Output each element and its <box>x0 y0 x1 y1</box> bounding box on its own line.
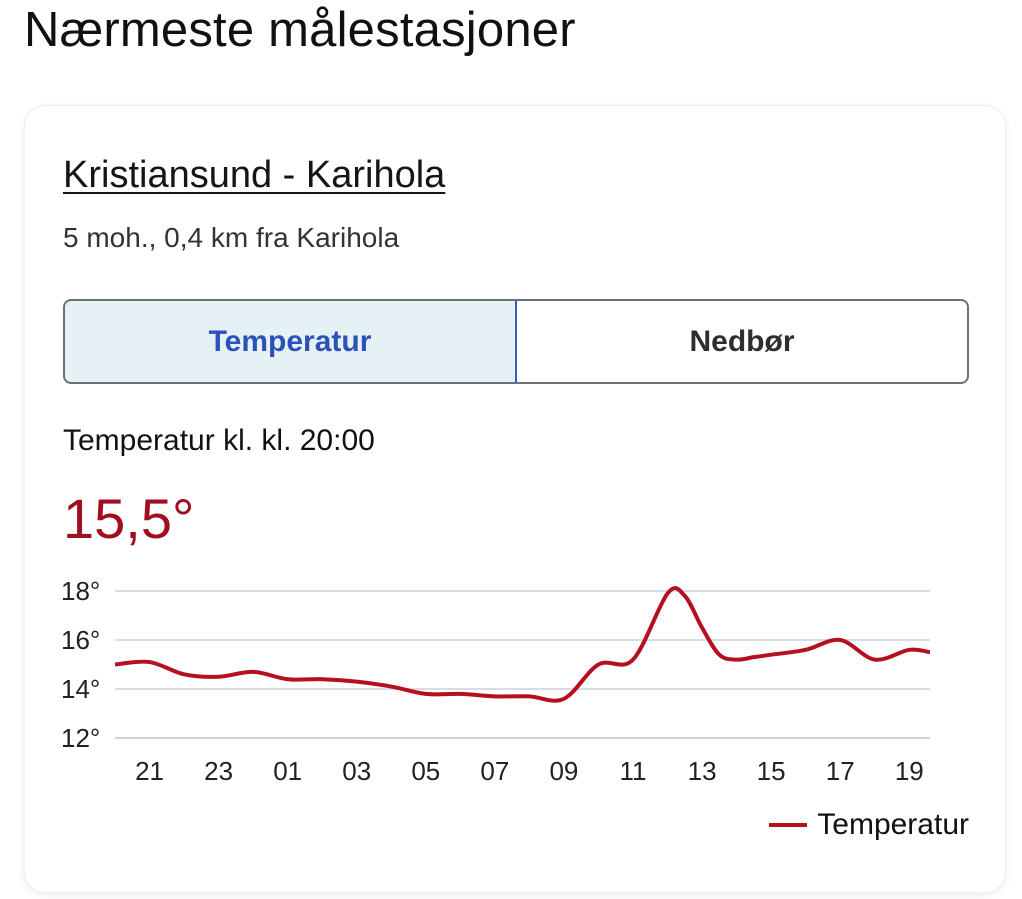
x-tick-label: 15 <box>757 756 786 786</box>
temperature-chart: 18° 16° 14° 12° 21 23 01 03 05 07 09 11 13 15 17 19 <box>61 581 931 786</box>
current-temperature-value: 15,5° <box>63 487 195 550</box>
x-tick-label: 11 <box>620 756 647 786</box>
legend-label: Temperatur <box>817 808 969 841</box>
chart-legend: Temperatur <box>769 808 969 842</box>
x-tick-label: 03 <box>342 756 371 786</box>
legend-line-swatch <box>769 823 808 827</box>
x-tick-label: 13 <box>688 756 717 786</box>
station-card: Kristiansund - Karihola 5 moh., 0,4 km f… <box>25 106 1005 892</box>
measurement-tabs: Temperatur Nedbør <box>63 299 969 384</box>
y-tick-label: 14° <box>61 674 100 704</box>
x-tick-label: 21 <box>135 756 164 786</box>
x-tick-label: 05 <box>411 756 440 786</box>
x-tick-label: 01 <box>273 756 302 786</box>
x-tick-label: 09 <box>549 756 578 786</box>
series-line-temperatur <box>114 586 931 703</box>
page-title: Nærmeste målestasjoner <box>24 3 576 57</box>
x-tick-label: 19 <box>895 756 924 786</box>
y-tick-label: 12° <box>61 723 100 753</box>
x-tick-label: 07 <box>480 756 509 786</box>
x-tick-label: 17 <box>826 756 855 786</box>
tab-temperatur[interactable]: Temperatur <box>65 301 517 382</box>
y-tick-label: 16° <box>61 625 100 655</box>
station-meta: 5 moh., 0,4 km fra Karihola <box>63 222 400 253</box>
y-tick-label: 18° <box>61 581 100 606</box>
station-name-link[interactable]: Kristiansund - Karihola <box>63 154 446 196</box>
x-tick-label: 23 <box>204 756 233 786</box>
tab-nedbor[interactable]: Nedbør <box>689 324 795 358</box>
current-temperature-caption: Temperatur kl. kl. 20:00 <box>63 424 375 457</box>
